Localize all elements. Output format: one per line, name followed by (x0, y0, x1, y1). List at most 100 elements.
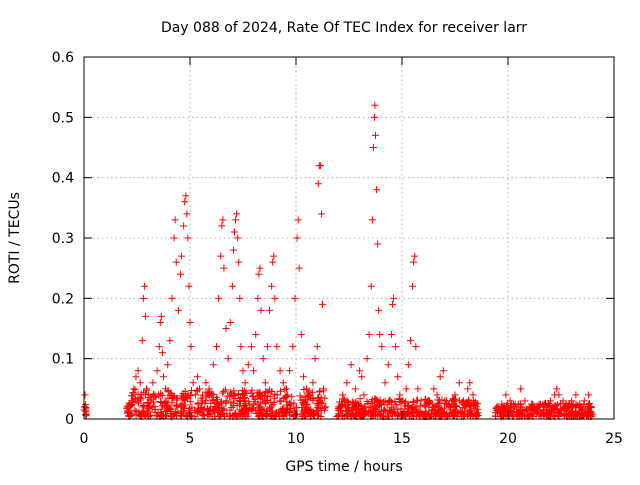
data-point (156, 318, 164, 326)
data-point (222, 386, 230, 394)
data-point (244, 412, 252, 420)
data-point (258, 412, 266, 420)
data-point (414, 385, 422, 393)
data-point (199, 412, 207, 420)
data-point (211, 399, 219, 407)
data-point (196, 385, 204, 393)
data-point (502, 408, 510, 416)
data-point (186, 398, 194, 406)
data-point (313, 343, 321, 351)
data-point (239, 367, 247, 375)
data-point (213, 343, 220, 351)
data-point (494, 402, 502, 410)
y-axis-label: ROTI / TECUs (7, 192, 23, 284)
data-point (443, 397, 451, 405)
data-point (139, 294, 147, 302)
data-point (147, 397, 155, 405)
data-point (151, 391, 159, 399)
data-point (529, 400, 537, 408)
data-point (405, 408, 413, 416)
data-point (268, 282, 276, 290)
data-point (319, 300, 326, 308)
data-point (132, 408, 140, 416)
data-point (302, 403, 310, 411)
data-point (406, 337, 414, 345)
data-point (224, 392, 232, 400)
data-point (145, 402, 153, 410)
data-point (248, 386, 256, 394)
data-point (170, 234, 178, 242)
data-point (416, 412, 424, 420)
data-point (259, 395, 267, 403)
data-point (587, 408, 595, 416)
data-point (510, 403, 518, 411)
data-point (172, 258, 180, 266)
data-point (259, 355, 267, 363)
data-point (322, 403, 330, 411)
data-point (338, 411, 346, 419)
data-point (459, 397, 467, 405)
data-point (375, 401, 383, 409)
data-point (270, 252, 278, 260)
data-point (317, 210, 325, 218)
data-point (459, 398, 467, 406)
chart-title: Day 088 of 2024, Rate Of TEC Index for r… (161, 20, 527, 36)
data-point (227, 398, 235, 406)
data-point (414, 407, 422, 415)
data-point (421, 403, 429, 411)
data-point (572, 391, 580, 399)
data-point (180, 222, 188, 230)
data-point (378, 343, 386, 351)
x-tick-label: 15 (393, 431, 411, 447)
data-point (387, 331, 395, 339)
data-point (224, 355, 232, 363)
data-point (232, 216, 240, 224)
data-point (236, 410, 244, 418)
data-point (334, 403, 342, 411)
data-point (129, 389, 137, 397)
data-point (563, 403, 571, 411)
data-point (136, 379, 144, 387)
data-point (290, 399, 298, 407)
data-point (273, 343, 281, 351)
data-point (138, 337, 146, 345)
data-point (183, 210, 191, 218)
data-point (157, 405, 165, 413)
data-point (313, 400, 321, 408)
data-point (392, 343, 400, 351)
data-point (166, 337, 174, 345)
data-point (336, 398, 344, 406)
data-point (217, 252, 225, 260)
data-point (523, 411, 531, 419)
data-point (188, 403, 196, 411)
data-point (134, 367, 142, 375)
data-point (269, 409, 277, 417)
x-tick-label: 0 (80, 431, 89, 447)
y-tick-label: 0.2 (52, 291, 74, 307)
data-point (252, 331, 260, 339)
data-point (205, 385, 213, 393)
data-point (464, 385, 472, 393)
data-point (361, 403, 369, 411)
data-point (350, 401, 358, 409)
data-point (587, 403, 595, 411)
data-point (196, 409, 204, 417)
data-point (270, 394, 278, 402)
data-point (559, 397, 567, 405)
data-point (240, 387, 248, 395)
data-point (417, 397, 425, 405)
data-point (315, 410, 323, 418)
data-point (194, 400, 202, 408)
data-point (182, 390, 190, 398)
data-point (517, 385, 525, 393)
data-point (131, 406, 139, 414)
data-point (124, 402, 132, 410)
data-point (472, 403, 480, 411)
data-point (191, 391, 199, 399)
data-point (467, 407, 475, 415)
data-point (586, 407, 594, 415)
data-point (157, 412, 165, 420)
data-point (321, 394, 329, 402)
x-axis-label: GPS time / hours (285, 459, 402, 475)
data-point (299, 373, 307, 381)
